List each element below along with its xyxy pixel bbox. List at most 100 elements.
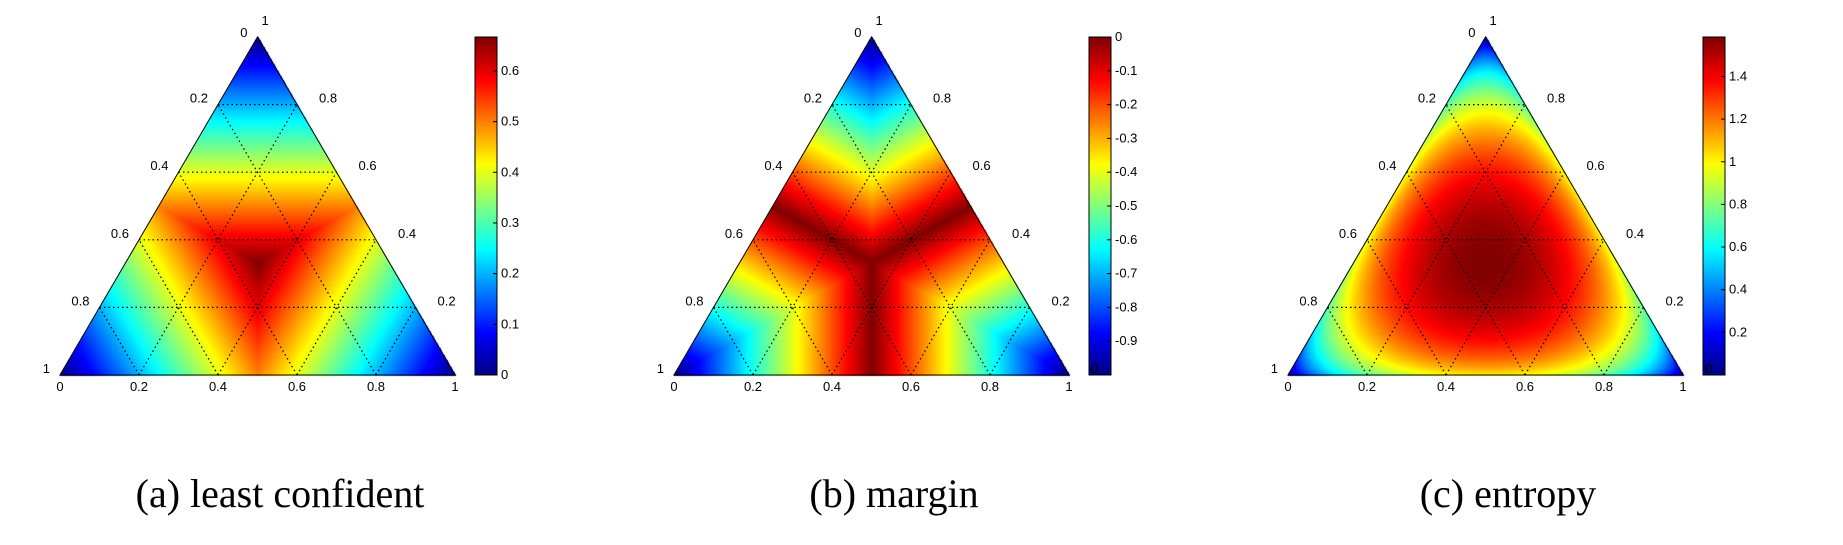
bottom-axis-label: 0.8: [367, 379, 385, 394]
right-axis-label: 0.6: [359, 158, 377, 173]
chart-caption: (c) entropy: [1419, 471, 1597, 516]
bottom-axis-label: 0.8: [1595, 379, 1613, 394]
right-axis-label: 0.2: [1666, 293, 1684, 308]
right-axis-label: 1: [262, 13, 269, 28]
colorbar-tick-label: -0.8: [1115, 299, 1137, 314]
grid-line: [1603, 307, 1645, 376]
right-axis-label: 1: [876, 13, 883, 28]
left-axis-label: 1: [43, 361, 50, 376]
colorbar-tick-label: 0.2: [501, 266, 519, 281]
colorbar-tick-label: 0.4: [501, 164, 519, 179]
colorbar-tick-label: -0.6: [1115, 232, 1137, 247]
colorbar-tick-label: 0: [1115, 29, 1122, 44]
panel-entropy: 0.2 0.4 0.6 0.8 1 1.2 1.4 0 0.2 0.4 0.6 0.8 1 1 0.8 0.6…: [1228, 0, 1842, 545]
left-axis-label: 0: [1468, 25, 1475, 40]
left-axis-label: 1: [657, 361, 664, 376]
right-axis-label: 0.4: [398, 226, 416, 241]
right-axis-label: 0.8: [933, 91, 951, 106]
right-axis-label: 0.2: [438, 293, 456, 308]
colorbar-ticks: 0 -0.1 -0.2 -0.3 -0.4 -0.5 -0.6 -0.7 -0.8 -0.9: [1107, 29, 1137, 348]
bottom-axis-label: 0.6: [902, 379, 920, 394]
grid-line: [989, 307, 1031, 376]
colorbar-tick-label: 0.4: [1729, 282, 1747, 297]
axis-labels: 0 0.2 0.4 0.6 0.8 1 1 0.8 0.6 0.4 0.2 0 0 0.2 0.4 0.6 0.…: [1271, 13, 1712, 394]
bottom-axis-label: 0.4: [823, 379, 841, 394]
left-axis-label: 0.8: [1299, 293, 1317, 308]
grid-line: [1326, 307, 1368, 376]
colorbar-tick-label: 0.2: [1729, 324, 1747, 339]
ternary-heatmap: [0, 0, 600, 440]
left-axis-label: 0.2: [190, 91, 208, 106]
colorbar-tick-label: 0.5: [501, 114, 519, 129]
right-axis-label: 0.6: [1587, 158, 1605, 173]
colorbar-tick-label: 0.1: [501, 316, 519, 331]
ternary-overlay: 0 0.1 0.2 0.3 0.4 0.5 0.6 0 0.2 0.4 0.6 0.8 1 1 0.8 0.6…: [43, 13, 519, 394]
left-axis-label: 0.6: [725, 226, 743, 241]
colorbar-frame: [1702, 36, 1726, 376]
colorbar-tick-label: -0.9: [1115, 333, 1137, 348]
triangle-outline: [1287, 36, 1684, 376]
colorbar-tick-label: 0.8: [1729, 196, 1747, 211]
ternary-overlay: 0 -0.1 -0.2 -0.3 -0.4 -0.5 -0.6 -0.7 -0.8 -0.9 0 0.…: [657, 13, 1138, 394]
grid-lines: [1326, 103, 1645, 376]
colorbar-tick-label: -0.3: [1115, 130, 1137, 145]
ternary-overlay: 0.2 0.4 0.6 0.8 1 1.2 1.4 0 0.2 0.4 0.6 0.8 1 1 0.8 0.6…: [1271, 13, 1747, 394]
grid-line: [791, 171, 912, 376]
axis-labels: 0 0.2 0.4 0.6 0.8 1 1 0.8 0.6 0.4 0.2 0 0 0.2 0.4 0.6 0.…: [657, 13, 1098, 394]
grid-line: [1445, 171, 1566, 376]
bottom-axis-label: 1: [1679, 379, 1686, 394]
right-axis-label: 0.4: [1012, 226, 1030, 241]
right-axis-label: 0: [1091, 361, 1098, 376]
bottom-axis-label: 0.4: [209, 379, 227, 394]
bottom-axis-label: 0.8: [981, 379, 999, 394]
right-axis-label: 0.2: [1052, 293, 1070, 308]
left-axis-label: 0: [240, 25, 247, 40]
grid-lines: [98, 103, 417, 376]
bottom-axis-label: 0: [1284, 379, 1291, 394]
ternary-heatmap: [614, 0, 1214, 440]
bottom-axis-label: 1: [1065, 379, 1072, 394]
colorbar-tick-label: -0.5: [1115, 198, 1137, 213]
colorbar-ticks: 0 0.1 0.2 0.3 0.4 0.5 0.6: [493, 63, 519, 382]
colorbar-tick-label: 0.3: [501, 215, 519, 230]
bottom-axis-label: 0.6: [288, 379, 306, 394]
left-axis-label: 0.4: [1378, 158, 1396, 173]
right-axis-label: 0.6: [973, 158, 991, 173]
left-axis-label: 0.6: [1339, 226, 1357, 241]
colorbar-tick-label: 1: [1729, 154, 1736, 169]
right-axis-label: 1: [1490, 13, 1497, 28]
left-axis-label: 0.2: [804, 91, 822, 106]
right-axis-label: 0: [1705, 361, 1712, 376]
bottom-axis-label: 0.2: [744, 379, 762, 394]
grid-line: [1405, 171, 1526, 376]
left-axis-label: 1: [1271, 361, 1278, 376]
left-axis-label: 0.8: [71, 293, 89, 308]
colorbar-tick-label: 1.2: [1729, 111, 1747, 126]
colorbar-ticks: 0.2 0.4 0.6 0.8 1 1.2 1.4: [1721, 68, 1747, 339]
colorbar-tick-label: 0.6: [1729, 239, 1747, 254]
colorbar-tick-label: 0.6: [501, 63, 519, 78]
left-axis-label: 0.2: [1418, 91, 1436, 106]
triangle-outline: [59, 36, 456, 376]
ternary-heatmap: [1228, 0, 1828, 440]
bottom-axis-label: 1: [451, 379, 458, 394]
right-axis-label: 0.8: [1547, 91, 1565, 106]
axis-labels: 0 0.2 0.4 0.6 0.8 1 1 0.8 0.6 0.4 0.2 0 0.2 0.4 0.6 0.8…: [43, 13, 459, 394]
bottom-axis-label: 0: [670, 379, 677, 394]
colorbar-tick-label: -0.2: [1115, 97, 1137, 112]
colorbar-tick-label: 0: [501, 367, 508, 382]
grid-line: [98, 307, 140, 376]
grid-line: [177, 171, 298, 376]
grid-line: [217, 171, 338, 376]
grid-line: [712, 307, 754, 376]
right-axis-label: 0.8: [319, 91, 337, 106]
triangle-outline: [673, 36, 1070, 376]
panel-margin: 0 -0.1 -0.2 -0.3 -0.4 -0.5 -0.6 -0.7 -0.8 -0.9 0 0.…: [614, 0, 1228, 545]
left-axis-label: 0.4: [150, 158, 168, 173]
left-axis-label: 0.4: [764, 158, 782, 173]
right-axis-label: 0.4: [1626, 226, 1644, 241]
colorbar-tick-label: 1.4: [1729, 68, 1747, 83]
left-axis-label: 0.8: [685, 293, 703, 308]
grid-lines: [712, 103, 1031, 376]
chart-caption: (a) least confident: [135, 471, 425, 516]
